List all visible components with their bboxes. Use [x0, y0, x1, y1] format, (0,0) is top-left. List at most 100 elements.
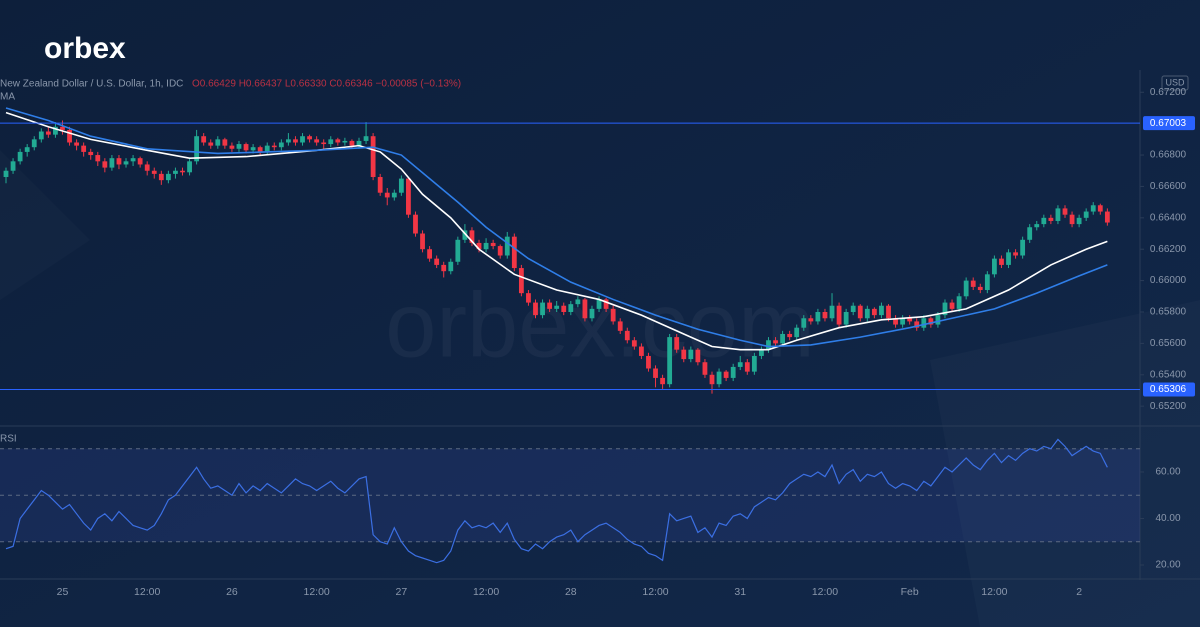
candle-body — [356, 140, 362, 146]
x-tick-label: 12:00 — [812, 586, 838, 598]
candle-body — [314, 139, 320, 143]
candle-body — [660, 377, 665, 385]
candle-body — [455, 239, 461, 262]
candle-body — [653, 368, 658, 378]
candle-body — [45, 131, 51, 135]
currency-box — [1161, 75, 1189, 91]
candle-body — [1034, 224, 1040, 228]
candle-body — [949, 302, 955, 309]
candle-body — [201, 136, 207, 143]
candle-body — [688, 349, 694, 360]
candle-body — [257, 147, 263, 152]
candle-body — [476, 242, 482, 250]
candle-body — [568, 304, 574, 312]
candle-body — [900, 318, 906, 325]
candle-body — [10, 161, 16, 171]
candle-body — [518, 268, 524, 294]
x-tick-label: Feb — [901, 586, 919, 598]
y-tick-label: 0.65600 — [1150, 338, 1187, 349]
candle-body — [864, 308, 870, 319]
candle-body — [829, 305, 835, 319]
candle-body — [1083, 211, 1089, 218]
candle-body — [617, 321, 623, 331]
candle-body — [102, 161, 108, 168]
candle-body — [681, 349, 687, 360]
candle-body — [879, 305, 884, 316]
candle-body — [264, 145, 270, 152]
candle-body — [363, 136, 369, 141]
candle-body — [398, 178, 404, 193]
candle-body — [928, 318, 934, 325]
candle-body — [144, 164, 150, 171]
plot: New Zealand Dollar / U.S. Dollar, 1h, ID… — [0, 77, 1195, 598]
candle-body — [420, 233, 425, 250]
candle-body — [441, 264, 447, 272]
candle-body — [222, 139, 228, 146]
candle-body — [921, 318, 927, 328]
y-tick-label: 0.65400 — [1150, 369, 1187, 380]
candle-body — [321, 142, 327, 145]
y-tick-label: 0.67200 — [1150, 87, 1187, 98]
candle-body — [427, 249, 432, 259]
candle-body — [794, 327, 800, 338]
candle-body — [130, 158, 136, 162]
moving-average-line — [5, 107, 1108, 348]
candle-body — [914, 321, 920, 328]
x-tick-label: 12:00 — [642, 586, 668, 598]
candle-body — [1062, 208, 1068, 215]
y-tick-label: 0.66600 — [1150, 181, 1187, 192]
candle-body — [1055, 208, 1061, 221]
y-tick-label: 0.66000 — [1150, 275, 1187, 286]
candle-body — [808, 318, 814, 322]
candle-body — [547, 302, 553, 309]
candle-body — [229, 145, 235, 149]
chart-title: New Zealand Dollar / U.S. Dollar, 1h, ID… — [0, 79, 183, 90]
candle-body — [766, 340, 771, 350]
candle-body — [603, 299, 609, 309]
candle-body — [123, 161, 129, 165]
candle-body — [893, 318, 898, 325]
candle-body — [709, 374, 715, 385]
candle-body — [942, 302, 948, 316]
candle-body — [639, 346, 644, 356]
candle-body — [511, 236, 517, 269]
candle-body — [596, 299, 602, 309]
candle-body — [667, 337, 673, 385]
candle-body — [434, 258, 440, 265]
candle-body — [935, 315, 941, 325]
candle-body — [1090, 205, 1096, 212]
level-tag-label: 0.65306 — [1150, 384, 1187, 395]
candle-body — [194, 136, 200, 162]
candle-body — [723, 371, 729, 378]
currency-label: USD — [1165, 77, 1185, 87]
candle-body — [328, 139, 334, 145]
candle-body — [533, 302, 538, 316]
candle-body — [674, 337, 680, 350]
candle-body — [53, 126, 58, 135]
candle-body — [3, 170, 9, 178]
x-tick-label: 2 — [1076, 586, 1082, 598]
candle-body — [490, 242, 496, 247]
candle-body — [60, 126, 65, 130]
candle-body — [977, 286, 983, 291]
candle-body — [984, 274, 990, 291]
x-tick-label: 27 — [396, 586, 408, 598]
candle-body — [1069, 214, 1075, 225]
level-tag-label: 0.67003 — [1150, 118, 1187, 129]
candle-body — [215, 139, 221, 146]
candle-body — [469, 230, 475, 243]
candle-body — [187, 161, 192, 173]
candle-body — [540, 302, 545, 316]
candle-body — [815, 311, 821, 322]
candle-body — [391, 192, 397, 198]
watermark: orbex.com — [385, 274, 815, 376]
y-tick-label: 0.66800 — [1150, 150, 1187, 161]
y-tick-label: 60.00 — [1155, 467, 1180, 478]
x-tick-label: 28 — [565, 586, 577, 598]
candle-body — [271, 145, 277, 148]
candle-body — [158, 173, 164, 181]
candle-body — [843, 311, 849, 325]
candle-body — [462, 230, 468, 240]
candle-body — [1104, 211, 1110, 223]
